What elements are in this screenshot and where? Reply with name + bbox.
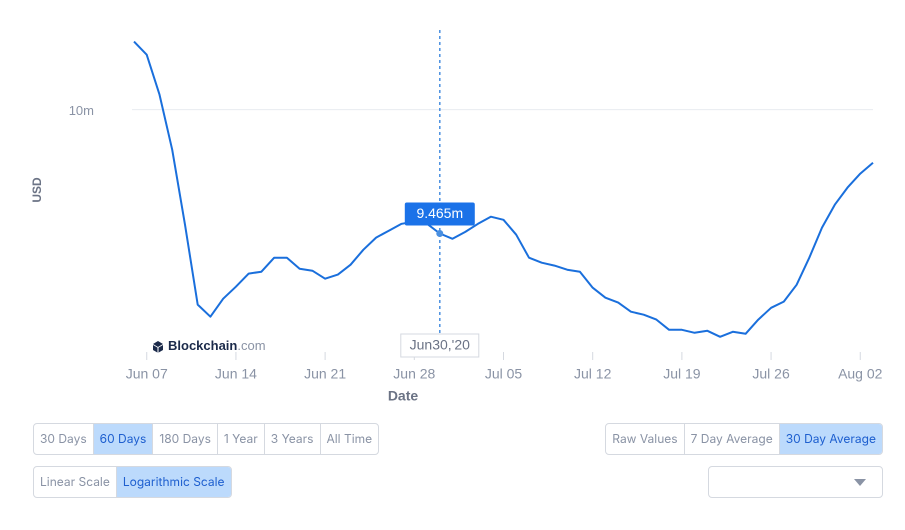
line	[133, 40, 874, 338]
logo	[153, 341, 163, 353]
tooltip-date-box	[400, 333, 480, 358]
button[interactable]: All Time	[319, 424, 379, 454]
suffix: .com	[237, 338, 265, 353]
x-tick-label: Jul 26	[752, 366, 790, 382]
average-buttons: Raw Values 7 Day Average 30 Day Average	[605, 423, 883, 455]
tooltip-value: 9.465m	[416, 205, 463, 221]
brand: Blockchain	[168, 338, 237, 353]
tooltip-point	[436, 230, 444, 238]
x-tick-label: Jul 05	[485, 366, 523, 382]
dropdown[interactable]	[708, 466, 883, 498]
range-buttons: 30 Days 60 Days 180 Days 1 Year 3 Years All T…	[33, 423, 380, 455]
button[interactable]: Raw Values	[612, 431, 678, 446]
button[interactable]: Linear Scale	[40, 474, 110, 489]
x-tick-label: Jul 19	[663, 366, 701, 382]
watermark-brand: Blockchain.com	[168, 338, 266, 353]
watermark: Blockchain.com	[153, 338, 266, 353]
button[interactable]: 30 Days	[40, 431, 87, 446]
x-tick-label: Jun 21	[304, 366, 346, 382]
tooltip-date: Jun30,'20	[410, 337, 470, 353]
chart: USD Date Blockchain.com 10m Jun 07 Jun 14 J…	[30, 30, 883, 404]
button[interactable]: Logarithmic Scale	[115, 467, 231, 497]
button[interactable]: 3 Years	[263, 424, 320, 454]
x-tick-label: Jun 14	[215, 366, 257, 382]
button[interactable]: 60 Days	[92, 424, 153, 454]
scale-buttons: Linear Scale Logarithmic Scale	[33, 466, 232, 498]
y-axis-label: USD	[30, 177, 44, 203]
x-tick-label: Aug 02	[838, 366, 883, 382]
y-tick-label: 10m	[69, 103, 94, 118]
button[interactable]: 180 Days	[152, 424, 217, 454]
button[interactable]: 1 Year	[216, 424, 264, 454]
x-tick-label: Jul 12	[574, 366, 612, 382]
button[interactable]: 30 Day Average	[778, 424, 882, 454]
x-axis-label: Date	[388, 388, 419, 404]
tooltip-value-box	[404, 202, 475, 226]
x-tick-label: Jun 07	[126, 366, 168, 382]
x-tick-label: Jun 28	[393, 366, 435, 382]
button[interactable]: 7 Day Average	[683, 424, 779, 454]
